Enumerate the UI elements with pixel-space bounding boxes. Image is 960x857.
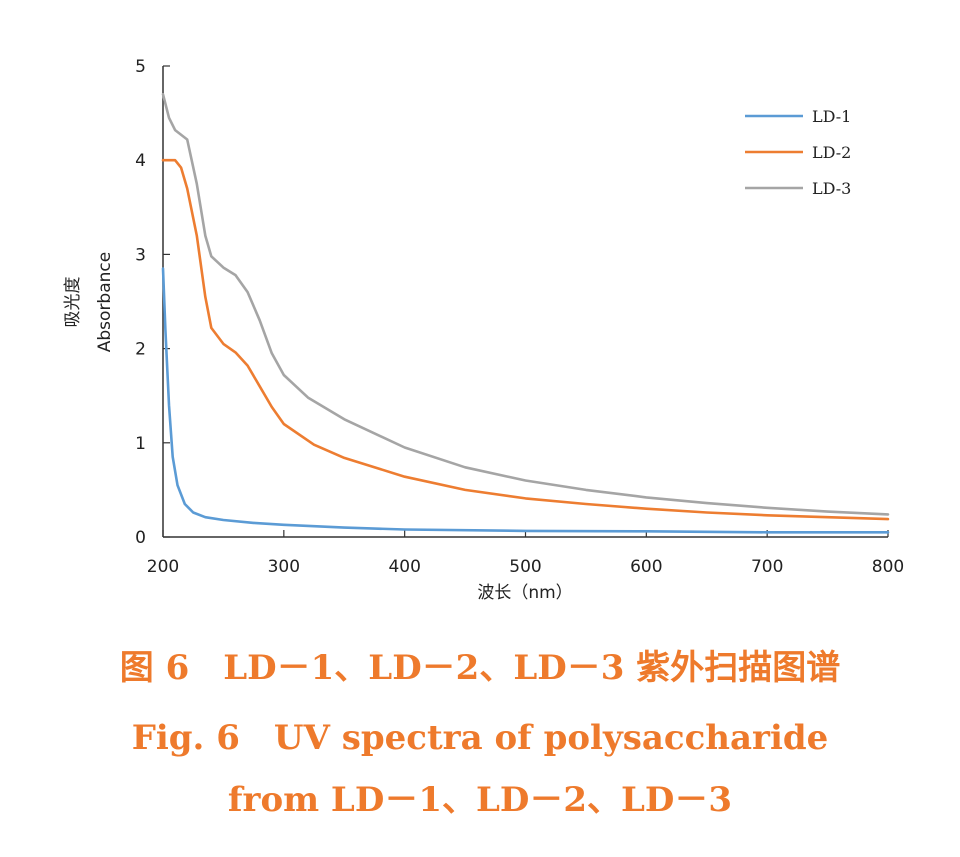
y-tick-label: 0 xyxy=(135,528,146,548)
figure-caption-en-line1: Fig. 6 UV spectra of polysaccharide xyxy=(131,718,829,758)
x-tick-label: 400 xyxy=(388,557,420,577)
x-axis-title: 波长（nm） xyxy=(477,583,572,603)
series-layer xyxy=(161,93,890,534)
y-tick-label: 4 xyxy=(135,151,146,171)
y-tick-label: 5 xyxy=(135,57,146,77)
legend: LD-1 LD-2 LD-3 xyxy=(745,107,851,198)
y-axis-title-en: Absorbance xyxy=(95,252,115,352)
series-line-ld-1 xyxy=(161,267,890,534)
x-tick-label: 200 xyxy=(147,557,179,577)
y-tick-label: 2 xyxy=(135,340,146,360)
figure-caption-en-line2: from LD－1、LD－2、LD－3 xyxy=(227,780,733,820)
series-line-ld-2 xyxy=(161,158,890,521)
figure-caption-cn: 图 6 LD－1、LD－2、LD－3 紫外扫描图谱 xyxy=(119,648,841,688)
legend-label-ld-2: LD-2 xyxy=(812,143,851,162)
legend-label-ld-3: LD-3 xyxy=(812,179,851,198)
y-tick-label: 1 xyxy=(135,434,146,454)
y-tick-label: 3 xyxy=(135,245,146,265)
x-tick-label: 300 xyxy=(268,557,300,577)
legend-label-ld-1: LD-1 xyxy=(812,107,851,126)
x-tick-label: 600 xyxy=(630,557,662,577)
x-axis-ticks: 200 300 400 500 600 700 800 xyxy=(147,530,904,577)
y-axis-title-cn: 吸光度 xyxy=(63,277,83,328)
x-tick-label: 700 xyxy=(751,557,783,577)
x-tick-label: 500 xyxy=(509,557,541,577)
x-tick-label: 800 xyxy=(872,557,904,577)
series-line-ld-3 xyxy=(161,93,890,516)
chart-axes xyxy=(162,66,888,538)
